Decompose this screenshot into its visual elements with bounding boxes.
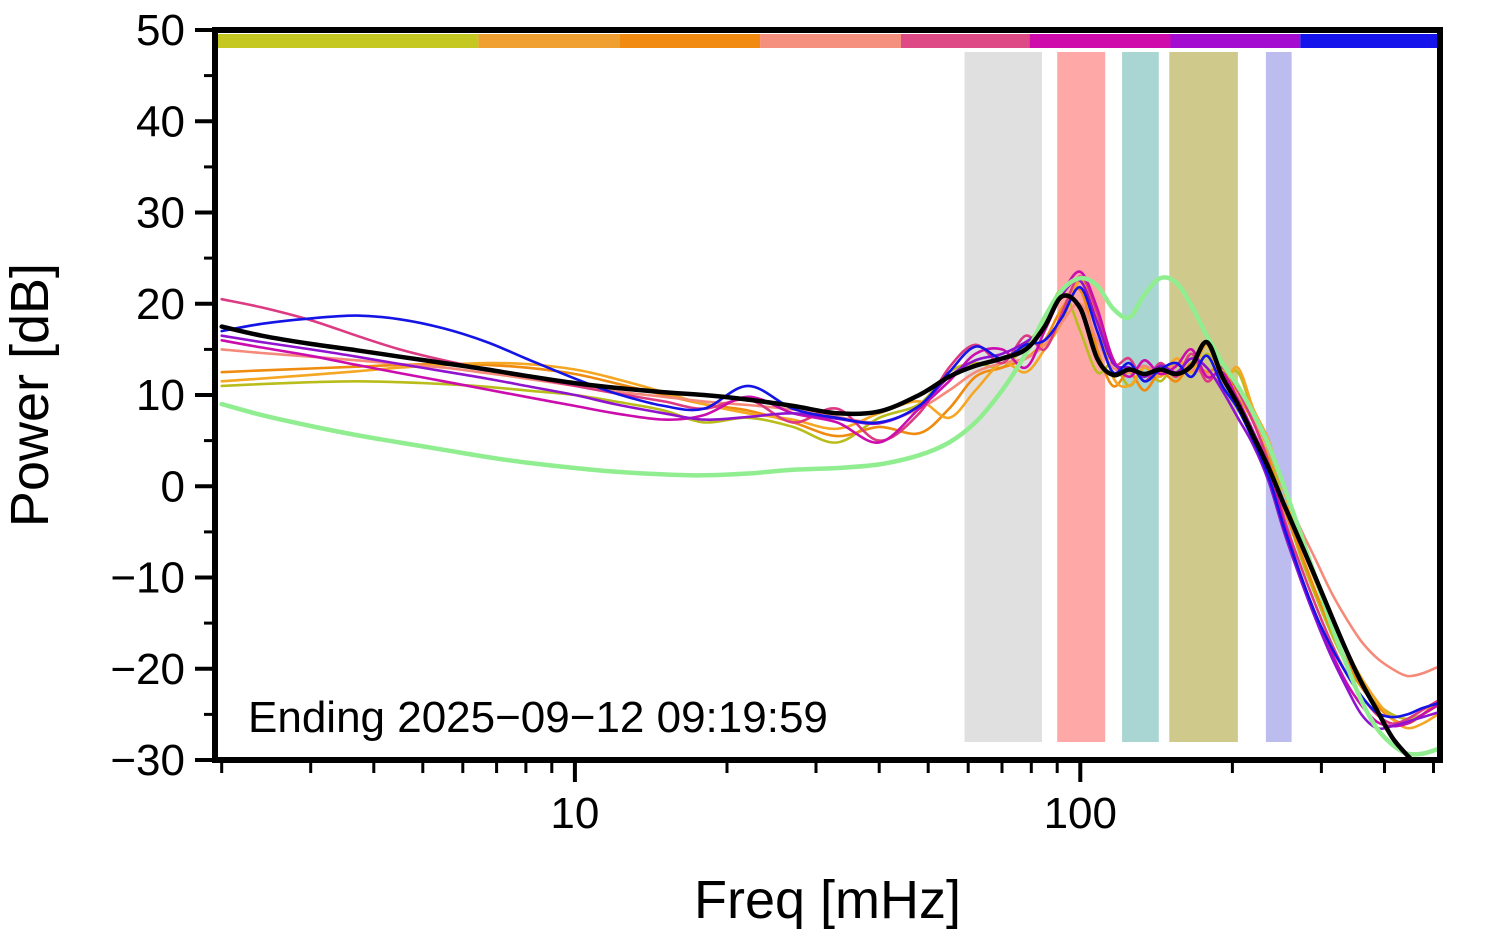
color-bar-segment	[1170, 34, 1301, 48]
color-bar-segment	[619, 34, 761, 48]
y-tick-label: 30	[136, 189, 185, 238]
x-axis-title: Freq [mHz]	[694, 870, 961, 930]
spectrum-orange-2	[220, 279, 1440, 730]
color-bar-segment	[1300, 34, 1440, 48]
frequency-bands	[964, 52, 1292, 742]
color-bar-segment	[1029, 34, 1171, 48]
color-bar-segment	[215, 34, 479, 48]
y-tick-label: −20	[110, 645, 185, 694]
y-tick-label: −30	[110, 736, 185, 785]
color-bar-segment	[901, 34, 1030, 48]
y-tick-label: 10	[136, 371, 185, 420]
spectrum-olive	[220, 288, 1440, 721]
y-tick-label: 40	[136, 97, 185, 146]
plot-frame	[212, 27, 1443, 763]
spectrum-purple	[220, 278, 1440, 731]
spectrum-orange-1	[220, 287, 1440, 725]
y-tick-label: 0	[161, 462, 185, 511]
highlight-band	[1057, 52, 1106, 742]
reference-green	[219, 275, 1440, 757]
color-bar-segment	[478, 34, 620, 48]
y-tick-label: −10	[110, 554, 185, 603]
mean-black	[219, 293, 1416, 760]
spectrum-magenta	[220, 270, 1440, 728]
annotation-ending-time: Ending 2025−09−12 09:19:59	[248, 693, 828, 742]
color-bar-segment	[760, 34, 901, 48]
spectrum-pink	[220, 275, 1440, 725]
x-tick-label: 10	[550, 789, 599, 838]
y-axis-title: Power [dB]	[0, 263, 60, 527]
y-tick-label: 50	[136, 6, 185, 55]
highlight-band	[964, 52, 1042, 742]
x-tick-label: 100	[1044, 789, 1117, 838]
spectrum-blue	[220, 286, 1440, 719]
y-tick-label: 20	[136, 280, 185, 329]
time-color-bar	[215, 34, 1440, 48]
series-group	[219, 270, 1440, 760]
highlight-band	[1265, 52, 1292, 742]
highlight-band	[1122, 52, 1159, 742]
